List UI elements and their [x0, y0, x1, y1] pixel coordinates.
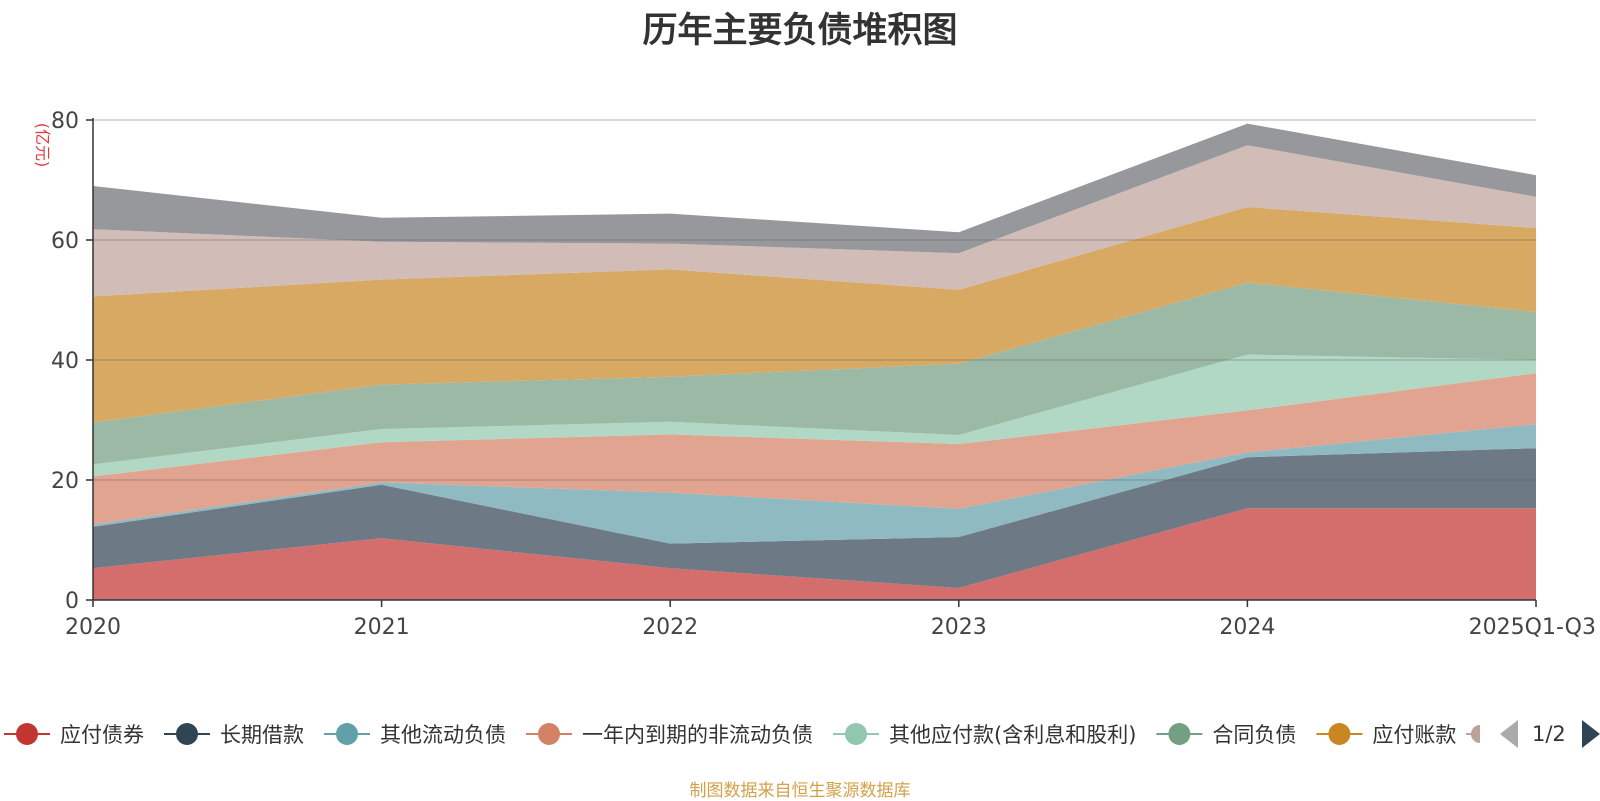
legend-item-6[interactable]: 合同负债: [1156, 723, 1296, 747]
x-tick-label: 2022: [642, 615, 698, 640]
legend-item-7[interactable]: 应付账款: [1316, 723, 1456, 747]
x-tick-label: 2020: [65, 615, 121, 640]
area-series-5: [93, 354, 1536, 477]
legend-page-indicator: 1/2: [1532, 722, 1566, 746]
legend-item-3[interactable]: 其他流动负债: [324, 723, 506, 747]
legend-label: 其他流动负债: [380, 723, 506, 747]
x-tick-label: 2025Q1-Q3: [1469, 615, 1596, 640]
y-tick-label: 20: [51, 469, 79, 494]
source-note: 制图数据来自恒生聚源数据库: [689, 781, 911, 801]
legend-label: 合同负债: [1212, 723, 1296, 747]
area-series-9: [93, 123, 1536, 254]
legend[interactable]: 应付债券 长期借款 其他流动负债 一年内到期的非流动负债 其他应付款(含利息和股利) 合同…: [4, 720, 1600, 748]
area-series-6: [93, 282, 1536, 465]
chart-title: 历年主要负债堆积图: [642, 11, 958, 51]
legend-item-5[interactable]: 其他应付款(含利息和股利): [833, 723, 1136, 747]
legend-item-4[interactable]: 一年内到期的非流动负债: [526, 723, 813, 747]
y-tick-label: 60: [51, 229, 79, 254]
x-tick-label: 2021: [354, 615, 410, 640]
grid-lines: [93, 119, 1536, 481]
axes: 0 20 40 60 80 2020 2021 2022 2023 2024 2025Q1-Q3: [51, 109, 1596, 640]
legend-marker: [176, 723, 198, 745]
legend-item-1[interactable]: 应付债券: [4, 723, 144, 747]
legend-label: 应付债券: [60, 723, 144, 747]
legend-marker: [1328, 723, 1351, 745]
area-layer: [93, 123, 1536, 600]
legend-marker: [16, 723, 38, 745]
area-series-1: [93, 508, 1536, 600]
legend-marker: [1168, 723, 1191, 745]
x-tick-label: 2024: [1219, 615, 1275, 640]
x-tick-label: 2023: [931, 615, 987, 640]
legend-label: 一年内到期的非流动负债: [582, 723, 813, 747]
y-tick-label: 80: [51, 109, 79, 134]
legend-label: 其他应付款(含利息和股利): [889, 723, 1136, 747]
area-series-2: [93, 448, 1536, 588]
legend-item-2[interactable]: 长期借款: [164, 723, 304, 747]
legend-label: 应付账款: [1372, 723, 1456, 747]
area-series-4: [93, 373, 1536, 525]
legend-label: 长期借款: [220, 723, 304, 747]
legend-marker: [845, 723, 867, 745]
legend-prev-icon[interactable]: [1500, 720, 1518, 748]
legend-marker: [538, 723, 560, 745]
area-series-8: [93, 145, 1536, 297]
legend-marker: [336, 723, 358, 745]
area-series-3: [93, 424, 1536, 544]
y-tick-label: 0: [65, 589, 79, 614]
y-tick-label: 40: [51, 349, 79, 374]
y-axis-unit-label: (亿元): [33, 123, 52, 168]
legend-next-partial-marker: [1471, 725, 1480, 743]
legend-next-icon[interactable]: [1582, 720, 1600, 748]
area-series-7: [93, 207, 1536, 423]
